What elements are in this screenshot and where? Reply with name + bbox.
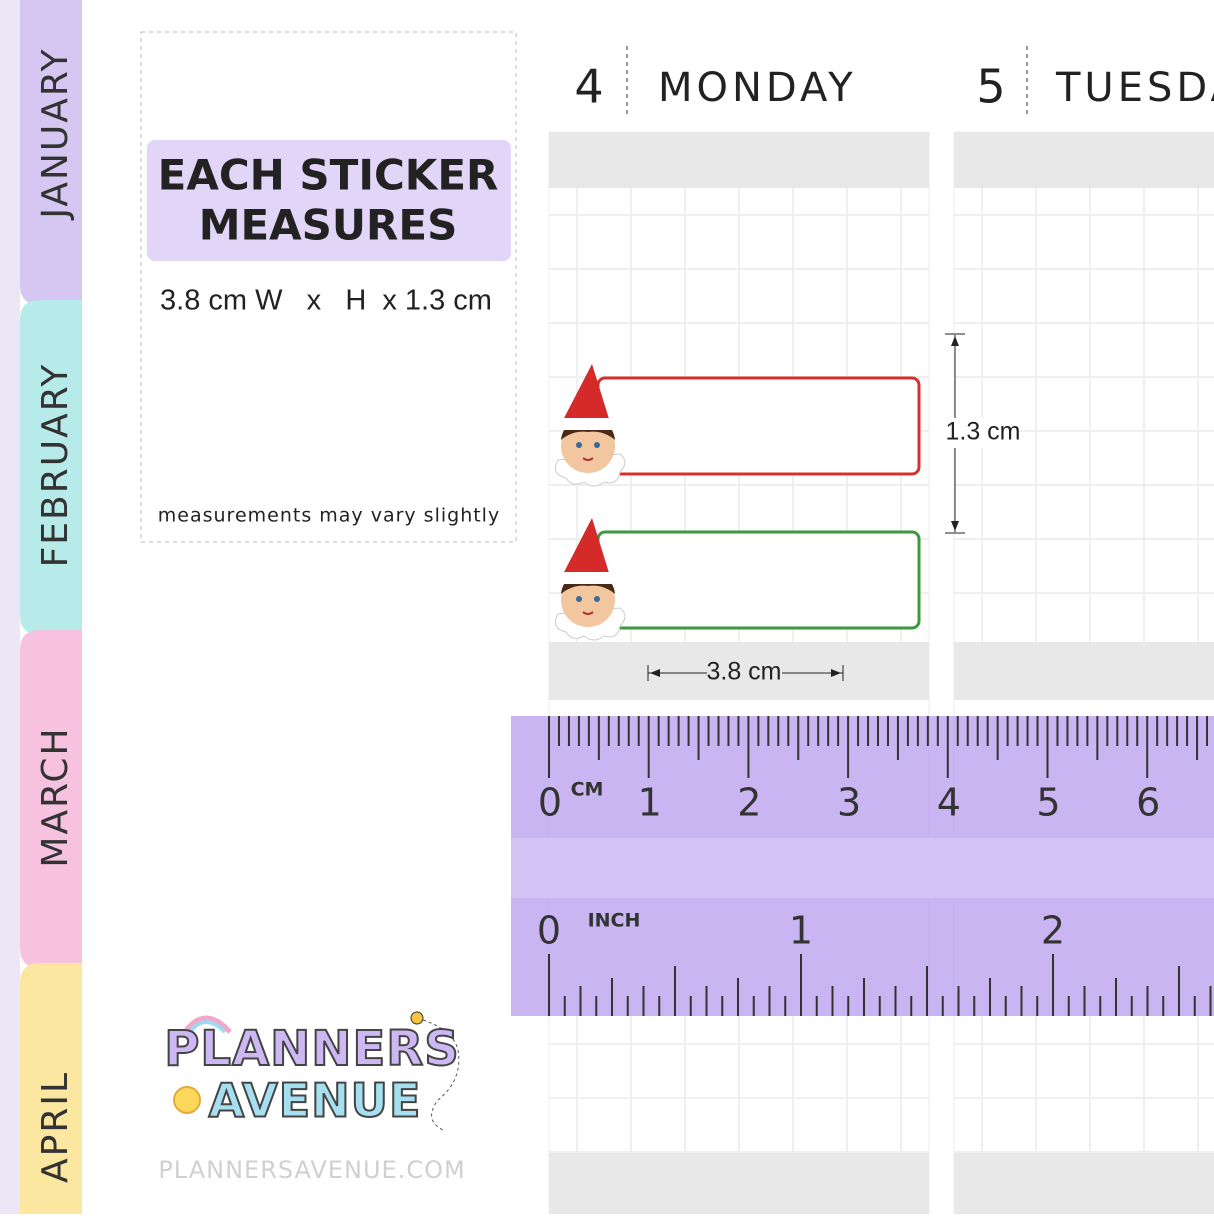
ruler-label: 0 [538,781,562,825]
info-box [140,31,517,543]
tab-label: MARCH [35,726,76,867]
logo: PLANNERS AVENUE [163,1011,460,1131]
elf-mouth [582,457,594,461]
elf-mouth [582,611,594,615]
planner-columns [548,131,1214,1215]
info-title: MEASURES [199,201,458,250]
ruler-label: 5 [1036,781,1060,825]
elf-hat-band [558,418,616,430]
elf-eye [594,596,600,602]
tab-label: APRIL [35,1071,76,1183]
elf-hat [562,364,610,422]
bee [410,1011,424,1025]
dim-label: 3.8 cm [706,658,781,686]
elf-hat [562,518,610,576]
tab [20,963,82,1214]
day-number: 4 [574,60,603,114]
sticker-red [596,376,921,476]
elf [554,364,626,487]
day-name: TUESDAY [1055,65,1214,111]
logo-text: PLANNERS [164,1021,460,1077]
ruler-label: 2 [1041,909,1065,953]
ruler-band [511,838,1214,898]
tab [20,300,82,635]
elf-eye [576,596,582,602]
ruler-label: 4 [937,781,961,825]
rainbow [188,1020,227,1034]
info-title: EACH STICKER [158,151,499,200]
day-name: MONDAY [658,65,857,111]
sun [173,1086,201,1114]
dim-bg [948,418,1018,448]
ruler-label: 3 [837,781,861,825]
column-band [954,1153,1214,1214]
logo-text: AVENUE [209,1074,422,1128]
ruler-label: 0 [537,909,561,953]
ruler-label: 1 [638,781,662,825]
ruler-unit: CM [571,779,604,801]
elf-hat-band [558,572,616,584]
tab-strip [0,0,20,1214]
ruler-unit: INCH [588,910,641,932]
info-note: measurements may vary slightly [158,505,500,527]
ruler-label: 1 [789,909,813,953]
ruler-label: 2 [737,781,761,825]
tab [20,0,82,305]
elf-eye [594,442,600,448]
ruler-label: 6 [1136,781,1160,825]
column-header [954,132,1214,188]
column-band [954,642,1214,700]
elves [554,364,626,641]
ruler-ticks [548,716,1212,1016]
rainbow [182,1015,232,1034]
tab-label: JANUARY [35,47,76,220]
info-title-box [147,140,511,261]
sticker-green [596,530,921,630]
tab [20,630,82,968]
column-band [549,1153,929,1214]
column-band [549,642,929,700]
elf-eye [576,442,582,448]
dim-label: 1.3 cm [945,418,1020,446]
tab-label: FEBRUARY [35,363,76,568]
column-header [549,132,929,188]
bee-trail [422,1019,460,1131]
logo-url: PLANNERSAVENUE.COM [158,1156,465,1184]
elf [554,518,626,641]
info-size: 3.8 cm W x H x 1.3 cm [160,285,492,317]
day-number: 5 [976,60,1005,114]
